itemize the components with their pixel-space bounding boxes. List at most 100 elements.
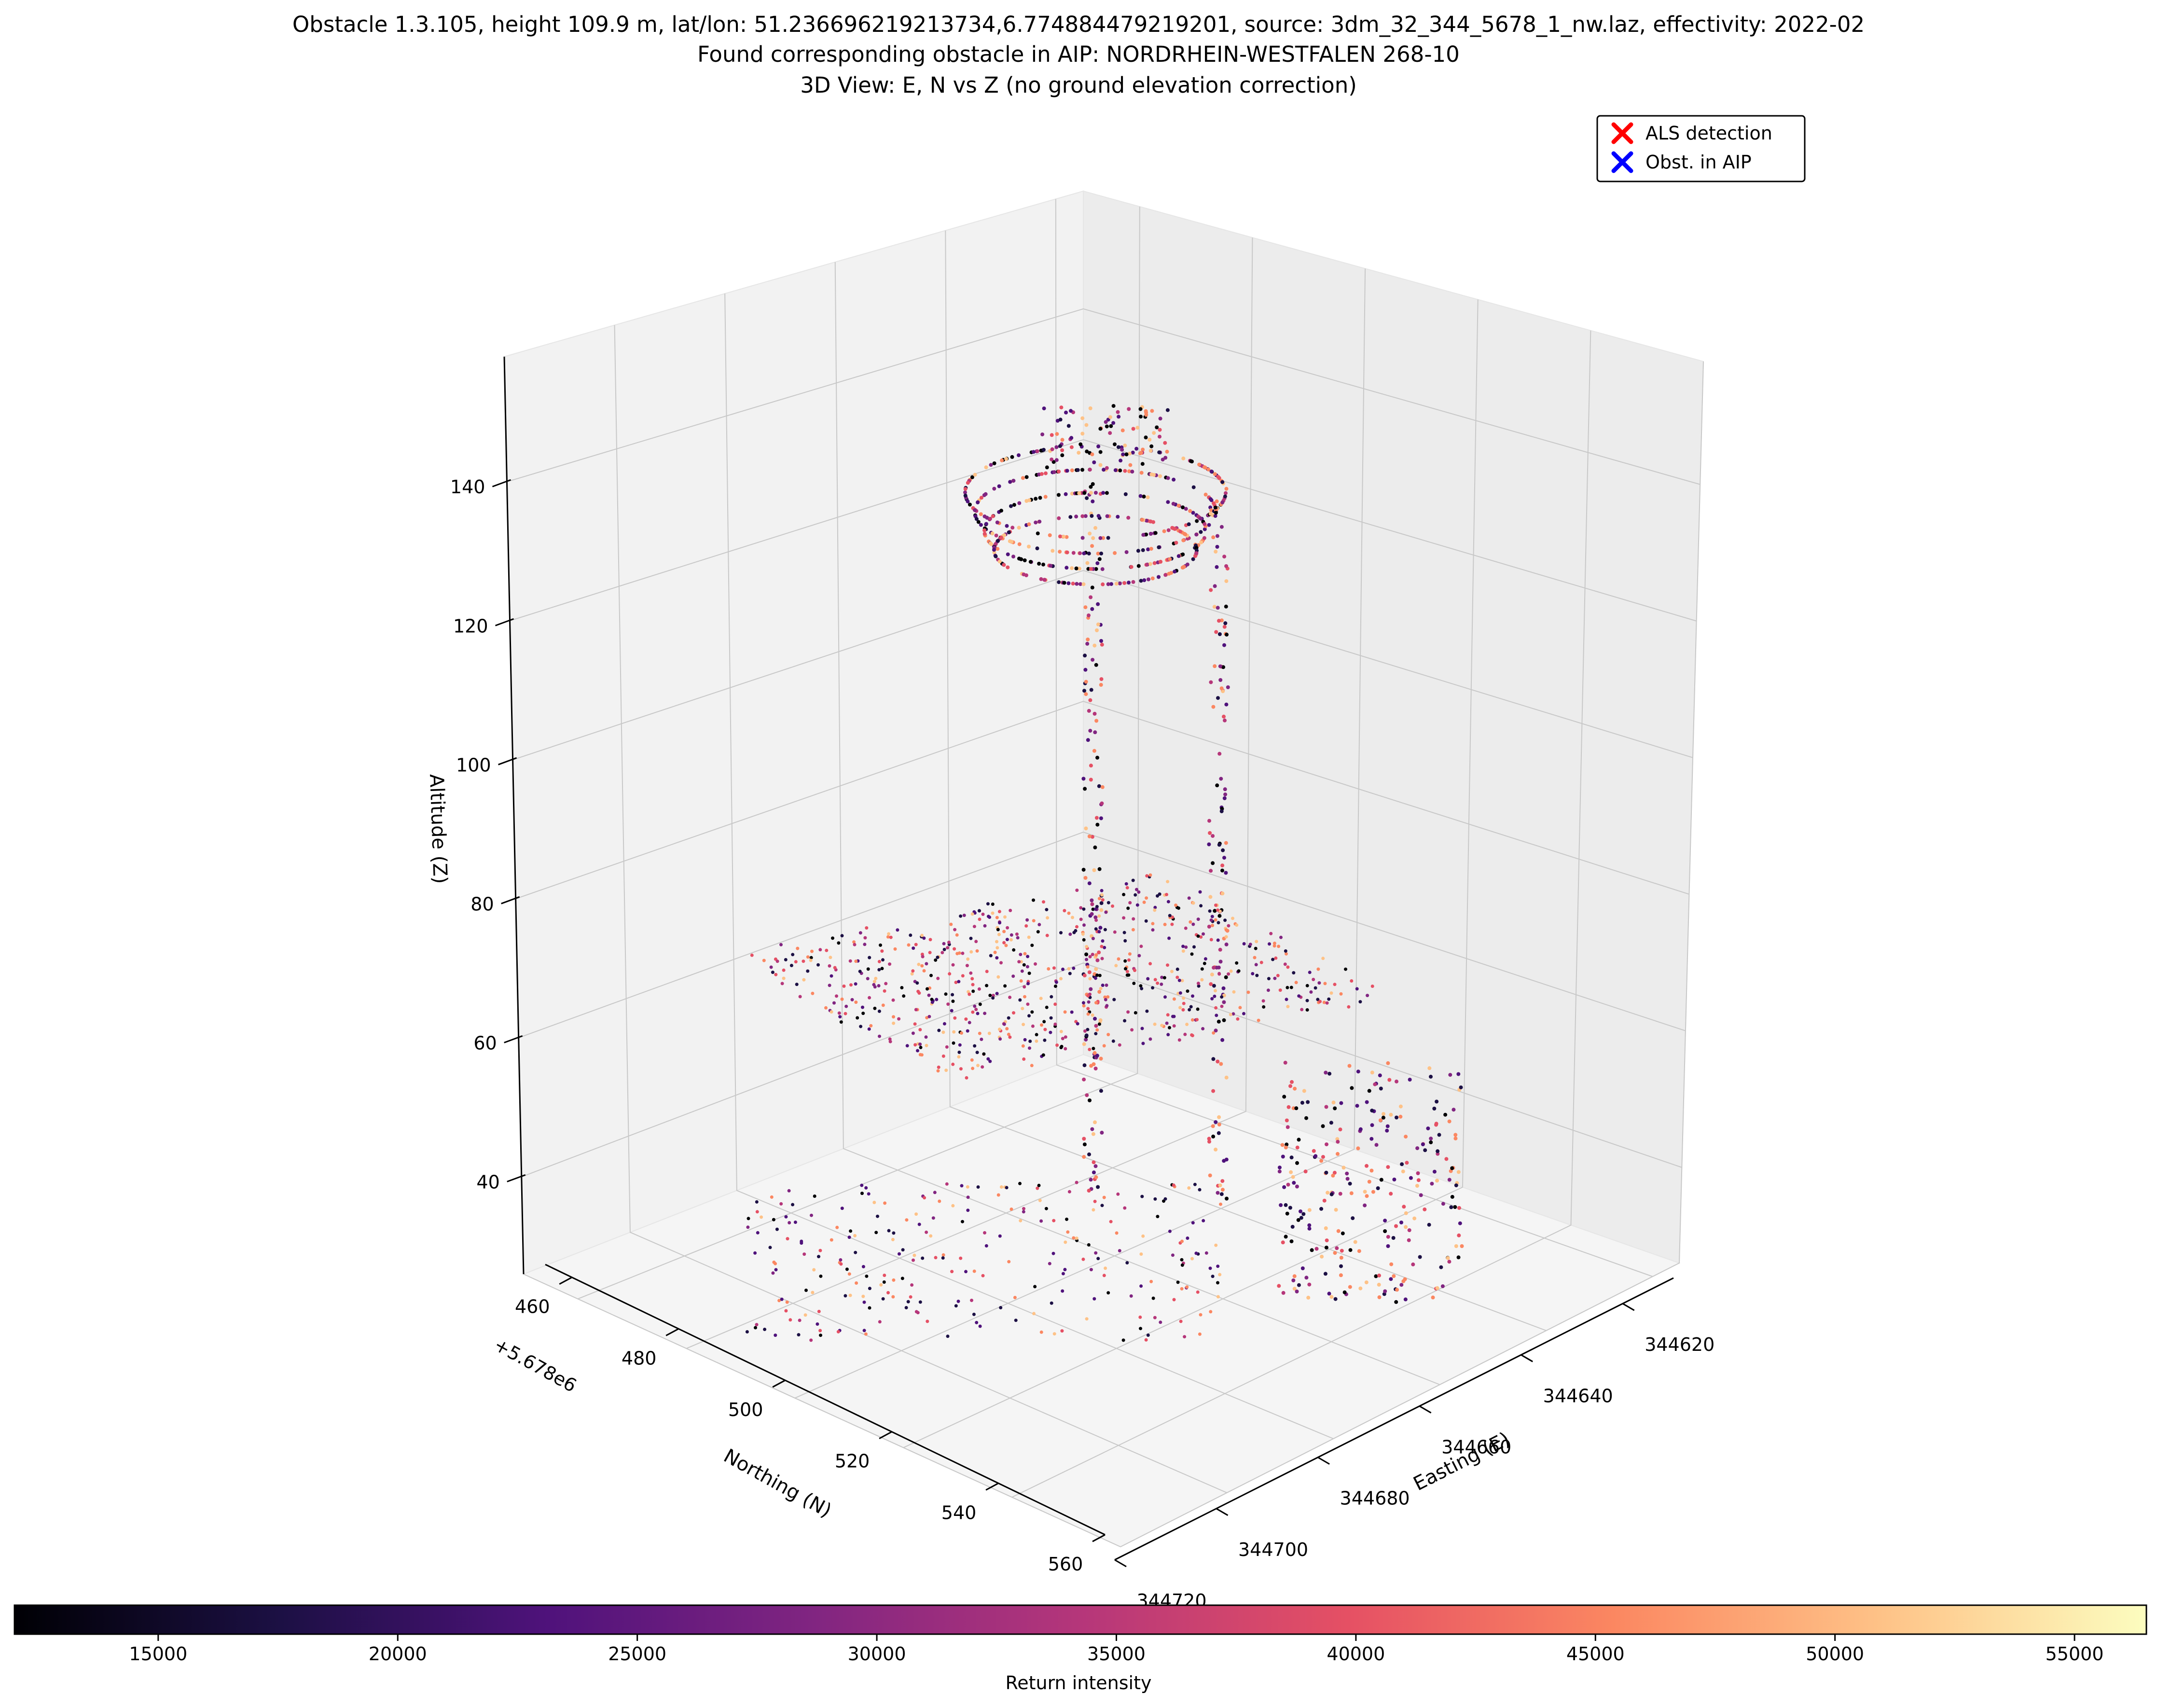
data-point-1063 (1242, 1012, 1245, 1015)
data-point-1819 (1050, 1301, 1053, 1305)
data-point-663 (1106, 582, 1110, 586)
data-point-1484 (1097, 1022, 1101, 1026)
data-point-220 (1094, 1024, 1098, 1028)
data-point-170 (1093, 1164, 1098, 1168)
data-point-1222 (1095, 973, 1099, 977)
data-point-1828 (1039, 1330, 1043, 1334)
data-point-1824 (785, 1300, 789, 1304)
data-point-786 (1111, 404, 1116, 408)
data-point-1339 (925, 962, 928, 966)
data-point-855 (1210, 997, 1214, 1000)
data-point-1331 (1075, 889, 1079, 892)
data-point-1202 (1274, 956, 1278, 960)
data-point-1948 (1171, 1253, 1175, 1257)
data-point-42 (1099, 639, 1103, 643)
data-point-580 (1027, 498, 1031, 502)
data-point-1852 (1123, 1206, 1127, 1210)
data-point-1028 (809, 956, 813, 959)
data-point-1335 (1053, 1002, 1057, 1006)
data-point-493 (1208, 497, 1213, 501)
data-point-954 (1137, 954, 1141, 958)
data-point-1969 (1102, 1274, 1106, 1278)
x-tick-label-2: 344660 (1441, 1436, 1511, 1458)
data-point-356 (1116, 445, 1120, 449)
data-point-814 (1108, 431, 1112, 435)
data-point-210 (1224, 1157, 1229, 1162)
data-point-1669 (1386, 1061, 1390, 1065)
data-point-345 (963, 487, 968, 491)
data-point-1653 (1290, 1224, 1295, 1229)
data-point-18 (1207, 925, 1211, 929)
data-point-747 (1098, 450, 1103, 454)
data-point-1279 (1142, 901, 1146, 904)
data-point-363 (1197, 462, 1202, 467)
data-point-1660 (1392, 1178, 1397, 1181)
data-point-563 (1123, 492, 1128, 496)
data-point-1214 (811, 991, 815, 995)
data-point-2001 (929, 1234, 933, 1238)
data-point-912 (1177, 978, 1181, 982)
data-point-1725 (1365, 1194, 1369, 1198)
data-point-1978 (1116, 1192, 1120, 1196)
data-point-1607 (1281, 1154, 1285, 1159)
data-point-124 (1097, 867, 1102, 871)
data-point-974 (1053, 985, 1057, 988)
data-point-613 (1199, 540, 1203, 544)
data-point-588 (1011, 555, 1015, 559)
data-point-897 (1317, 981, 1321, 985)
data-point-1312 (1122, 916, 1126, 920)
data-point-854 (993, 950, 997, 954)
data-point-1859 (892, 1278, 896, 1282)
x-tick-3 (1317, 1457, 1330, 1465)
data-point-1565 (1450, 1194, 1454, 1199)
data-point-2046 (1063, 1268, 1067, 1271)
data-point-1242 (1100, 893, 1104, 897)
data-point-611 (988, 516, 992, 521)
data-point-592 (1203, 522, 1207, 526)
data-point-1292 (1091, 937, 1095, 941)
data-point-605 (1077, 491, 1081, 495)
data-point-1941 (917, 1222, 921, 1226)
data-point-272 (1065, 535, 1069, 539)
data-point-1320 (1162, 976, 1166, 980)
data-point-1544 (1303, 1169, 1308, 1174)
data-point-1154 (1347, 1005, 1351, 1009)
data-point-1016 (1045, 1005, 1049, 1009)
data-point-1043 (1081, 932, 1085, 936)
data-point-1034 (829, 956, 832, 959)
data-point-1304 (1097, 930, 1101, 933)
data-point-2047 (966, 1208, 970, 1212)
data-point-234 (1208, 1173, 1212, 1178)
data-point-606 (991, 514, 995, 518)
data-point-22 (1097, 950, 1101, 955)
data-point-561 (1166, 500, 1170, 504)
data-point-1497 (1037, 923, 1041, 927)
data-point-1210 (1006, 926, 1009, 930)
data-point-618 (984, 522, 988, 526)
y-gridline-3 (724, 293, 1334, 1439)
data-point-238 (1217, 619, 1221, 623)
data-point-64 (1097, 990, 1102, 994)
data-point-49 (1094, 816, 1099, 820)
data-point-1512 (859, 1025, 863, 1028)
data-point-1218 (942, 947, 946, 951)
data-point-1527 (1123, 939, 1127, 943)
data-point-800 (1098, 463, 1103, 467)
data-point-1535 (1295, 1161, 1299, 1165)
data-point-717 (1037, 519, 1042, 524)
data-point-1629 (1348, 1248, 1353, 1252)
data-point-1195 (945, 1045, 949, 1049)
data-point-1033 (1023, 1038, 1027, 1041)
data-point-1420 (879, 943, 882, 947)
data-point-567 (1078, 567, 1081, 571)
data-point-1563 (1324, 1246, 1328, 1250)
data-point-209 (1090, 607, 1094, 611)
data-point-13 (1089, 987, 1093, 991)
data-point-1917 (1216, 1264, 1220, 1268)
data-point-1107 (877, 968, 881, 972)
data-point-1396 (1140, 986, 1144, 990)
data-point-1545 (1304, 1276, 1309, 1280)
data-point-1693 (1379, 1086, 1383, 1091)
data-point-1153 (1134, 1011, 1137, 1014)
x-tick-2 (1419, 1405, 1432, 1414)
